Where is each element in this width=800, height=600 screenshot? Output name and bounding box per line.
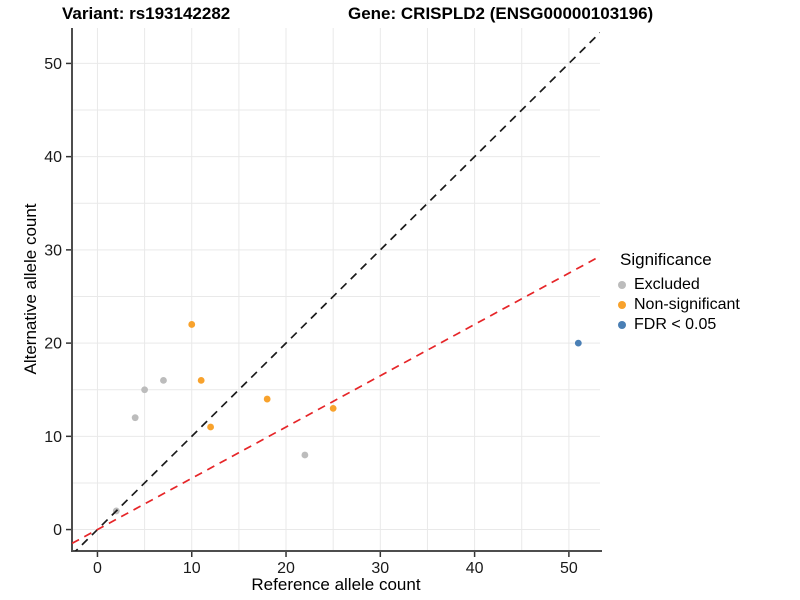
legend-item-non-significant: Non-significant xyxy=(618,295,740,315)
legend-item-label: Excluded xyxy=(634,276,700,293)
data-point-non-significant xyxy=(207,423,215,431)
legend-item-excluded: Excluded xyxy=(618,275,740,295)
plot-title-gene: Gene: CRISPLD2 (ENSG00000103196) xyxy=(348,4,654,23)
legend-item-fdr-significant: FDR < 0.05 xyxy=(618,315,740,335)
legend-dot-fdr-significant xyxy=(618,321,626,329)
data-point-non-significant xyxy=(329,404,337,412)
data-point-excluded xyxy=(141,386,149,394)
plot-title-variant: Variant: rs193142282 xyxy=(62,4,231,23)
data-point-excluded xyxy=(131,414,139,422)
data-point-excluded xyxy=(301,451,309,459)
y-tick-label: 20 xyxy=(44,336,62,353)
x-tick-label: 40 xyxy=(466,560,484,577)
data-point-fdr-significant xyxy=(574,339,582,347)
x-tick-label: 10 xyxy=(183,560,201,577)
data-point-excluded xyxy=(160,376,167,384)
x-tick-label: 50 xyxy=(560,560,578,577)
legend-dot-non-significant xyxy=(618,301,626,309)
x-tick-label: 0 xyxy=(93,560,102,577)
legend: Significance Excluded Non-significant FDR … xyxy=(618,250,740,335)
x-tick-label: 20 xyxy=(277,560,295,577)
y-tick-label: 30 xyxy=(44,242,62,259)
expected-ratio-line xyxy=(72,255,600,545)
data-point-non-significant xyxy=(197,376,205,384)
legend-item-label: Non-significant xyxy=(634,296,740,313)
legend-title: Significance xyxy=(620,250,712,269)
legend-item-label: FDR < 0.05 xyxy=(634,316,717,333)
y-tick-label: 50 xyxy=(44,56,62,73)
data-point-non-significant xyxy=(263,395,271,403)
identity-line xyxy=(74,32,600,551)
legend-items: Excluded Non-significant FDR < 0.05 xyxy=(618,275,740,335)
y-tick-label: 40 xyxy=(44,149,62,166)
data-point-non-significant xyxy=(188,321,196,328)
y-tick-label: 10 xyxy=(44,429,62,446)
legend-dot-excluded xyxy=(618,281,626,289)
y-tick-label: 0 xyxy=(53,522,62,539)
x-tick-label: 30 xyxy=(371,560,389,577)
x-axis-title: Reference allele count xyxy=(251,575,421,594)
